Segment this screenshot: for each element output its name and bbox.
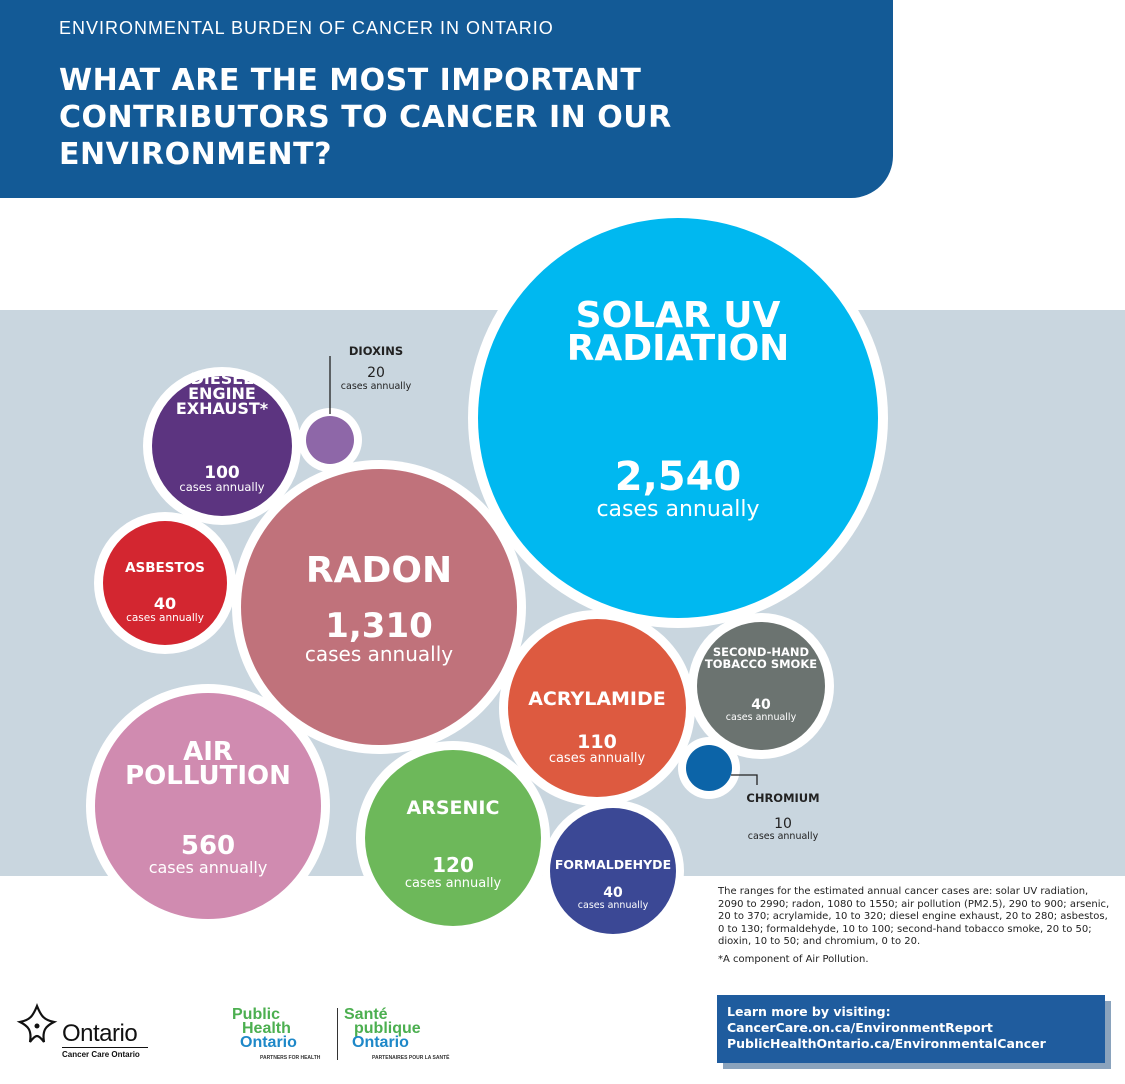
- bubble-solaruv-radiation: [478, 218, 878, 618]
- bubble-unit: cases annually: [341, 381, 412, 392]
- bubble-unit: cases annually: [126, 612, 204, 624]
- bubble-second-hand-tobaccosmoke: [697, 622, 825, 750]
- public-health-ontario-logo: Public Health Ontario Santé publique Ont…: [232, 1006, 472, 1066]
- footnote: *A component of Air Pollution.: [718, 954, 869, 965]
- bubble-label: EXHAUST*: [176, 399, 269, 418]
- bubble-unit: cases annually: [726, 712, 797, 723]
- bubble-formaldehyde: [550, 808, 676, 934]
- bubble-unit: cases annually: [549, 751, 646, 766]
- ranges-line: The ranges for the estimated annual canc…: [718, 886, 1089, 897]
- bubble-unit: cases annually: [578, 900, 649, 911]
- bubble-air-pollution: [95, 693, 321, 919]
- pho-en-line: Health: [242, 1020, 291, 1037]
- bubble-unit: cases annually: [149, 858, 268, 877]
- bubble-label: ACRYLAMIDE: [528, 688, 666, 710]
- bubble-label: ENGINE: [188, 384, 256, 403]
- bubble-label: AIR: [183, 737, 233, 767]
- bubble-dioxins: [306, 416, 354, 464]
- pho-french: Santé publique Ontario: [344, 1006, 421, 1051]
- cancercare-link[interactable]: CancerCare.on.ca/EnvironmentReport: [727, 1020, 993, 1035]
- bubble-value: 40: [154, 594, 176, 613]
- page-title-line: CONTRIBUTORS TO CANCER IN OUR: [59, 100, 672, 135]
- ranges-line: 0 to 130; formaldehyde, 10 to 100; secon…: [718, 923, 1092, 935]
- bubble-value: 100: [204, 463, 240, 483]
- bubble-label: DIOXINS: [349, 344, 403, 358]
- pho-fr-line: Ontario: [352, 1034, 409, 1051]
- page-title-line: WHAT ARE THE MOST IMPORTANT: [59, 63, 642, 98]
- bubble-label: POLLUTION: [125, 761, 291, 791]
- bubble-unit: cases annually: [179, 480, 264, 494]
- ranges-note: The ranges for the estimated annual canc…: [718, 886, 1113, 949]
- header-kicker: ENVIRONMENTAL BURDEN OF CANCER IN ONTARI…: [59, 18, 554, 38]
- bubble-value: 40: [603, 885, 623, 901]
- bubble-label: RADON: [306, 550, 452, 591]
- bubble-value: 40: [751, 697, 771, 713]
- bubble-value: 20: [367, 365, 385, 381]
- bubble-chromium: [686, 745, 732, 791]
- ranges-line: dioxin, 10 to 50; and chromium, 0 to 20.: [718, 936, 921, 947]
- page-title: WHAT ARE THE MOST IMPORTANT CONTRIBUTORS…: [59, 62, 759, 173]
- bubble-value: 120: [432, 853, 474, 877]
- pho-fr-line: publique: [354, 1020, 421, 1037]
- bubble-label: FORMALDEHYDE: [555, 857, 671, 872]
- bubble-acrylamide: [508, 619, 686, 797]
- ranges-line: 20 to 370; acrylamide, 10 to 320; diesel…: [718, 911, 1108, 922]
- ontario-sub-label: Cancer Care Ontario: [62, 1050, 140, 1059]
- bubble-value: 560: [181, 831, 235, 861]
- bubble-diesel-engine-exhaust: [152, 376, 292, 516]
- bubble-unit: cases annually: [596, 497, 759, 522]
- bubble-radon: [241, 469, 517, 745]
- bubble-arsenic: [365, 750, 541, 926]
- bubble-label: SOLAR UV: [576, 295, 781, 336]
- header-banner: ENVIRONMENTAL BURDEN OF CANCER IN ONTARI…: [0, 0, 893, 198]
- bubble-label: ASBESTOS: [125, 560, 205, 576]
- bubble-unit: cases annually: [748, 831, 819, 842]
- pho-en-line: Public: [232, 1006, 281, 1023]
- bubble-label: TOBACCO SMOKE: [705, 657, 817, 671]
- bubble-label: DIESEL: [191, 369, 254, 388]
- pho-fr-line: Santé: [344, 1006, 388, 1023]
- bubble-value: 1,310: [325, 606, 433, 646]
- bubble-label: ARSENIC: [407, 797, 500, 819]
- bubble-label: SECOND-HAND: [713, 645, 809, 659]
- bubble-asbestos: [103, 521, 227, 645]
- ontario-rule: [62, 1047, 148, 1048]
- bubble-unit: cases annually: [305, 642, 453, 666]
- ontario-logo: Ontario Cancer Care Ontario: [14, 1000, 154, 1066]
- trillium-icon: [16, 1003, 58, 1043]
- leader-line: [731, 774, 758, 785]
- bubble-unit: cases annually: [405, 876, 502, 891]
- learn-more-box: Learn more by visiting: CancerCare.on.ca…: [717, 995, 1105, 1063]
- bubble-label: RADIATION: [567, 328, 790, 369]
- pho-divider: [337, 1008, 338, 1060]
- ranges-line: 2090 to 2990; radon, 1080 to 1550; air p…: [718, 898, 1110, 910]
- ontario-wordmark: Ontario: [62, 1020, 138, 1047]
- bubble-value: 10: [774, 816, 792, 832]
- pho-en-line: Ontario: [240, 1034, 297, 1051]
- pho-link[interactable]: PublicHealthOntario.ca/EnvironmentalCanc…: [727, 1036, 1046, 1051]
- bubble-value: 2,540: [615, 454, 742, 500]
- bubble-label: CHROMIUM: [746, 791, 819, 805]
- pho-english: Public Health Ontario: [232, 1006, 297, 1051]
- bubble-value: 110: [577, 731, 617, 753]
- learn-more-heading: Learn more by visiting:: [727, 1004, 891, 1019]
- page-title-line: ENVIRONMENT?: [59, 137, 333, 172]
- pho-tag-fr: PARTENAIRES POUR LA SANTÉ: [372, 1055, 450, 1061]
- pho-tag-en: PARTNERS FOR HEALTH: [260, 1055, 321, 1061]
